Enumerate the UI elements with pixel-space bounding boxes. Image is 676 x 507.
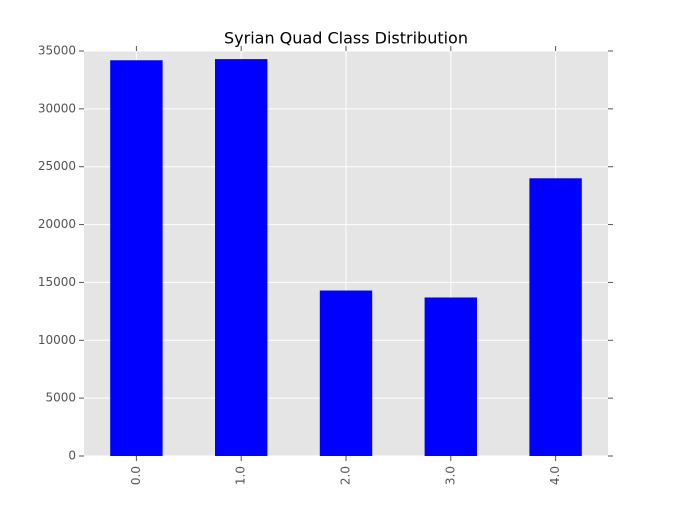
bar: [424, 297, 477, 456]
y-tick-label: 0: [68, 449, 76, 463]
y-tick-label: 10000: [38, 333, 76, 347]
bar: [110, 60, 163, 456]
y-tick-label: 15000: [38, 275, 76, 289]
marks: [110, 59, 582, 457]
x-tick-label: 4.0: [548, 466, 562, 485]
y-tick-label: 20000: [38, 217, 76, 231]
bar: [529, 178, 582, 457]
y-tick-label: 25000: [38, 159, 76, 173]
y-tick-label: 30000: [38, 101, 76, 115]
bar: [215, 59, 268, 456]
bar: [319, 290, 373, 456]
chart-title: Syrian Quad Class Distribution: [224, 29, 468, 48]
x-tick-label: 2.0: [339, 466, 353, 485]
y-tick-label: 35000: [38, 44, 76, 58]
y-tick-label: 5000: [45, 391, 76, 405]
x-tick-label: 1.0: [234, 466, 248, 485]
x-tick-label: 3.0: [443, 466, 457, 485]
x-tick-label: 0.0: [129, 466, 143, 485]
